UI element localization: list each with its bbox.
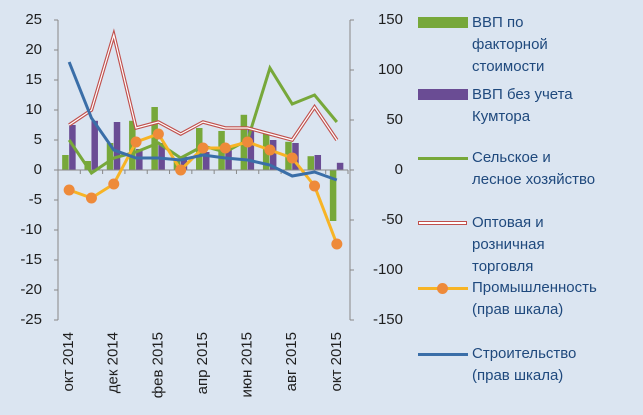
- bar: [329, 170, 337, 221]
- marker: [130, 136, 142, 148]
- marker: [242, 136, 254, 148]
- bar: [247, 129, 255, 170]
- bar: [62, 155, 69, 170]
- y2-tick-label: -150: [373, 311, 403, 328]
- line: [67, 61, 338, 182]
- y2-tick-label: 0: [395, 161, 403, 178]
- legend-swatch: [418, 283, 468, 294]
- legend-entry: ВВП без учета Кумтора: [418, 84, 643, 128]
- bar: [314, 155, 322, 170]
- marker: [108, 178, 120, 190]
- y2-tick-label: -100: [373, 261, 403, 278]
- marker: [286, 152, 298, 164]
- marker: [85, 192, 97, 204]
- x-tick-label: авг 2015: [283, 332, 300, 391]
- legend-swatch: [418, 89, 468, 100]
- y-tick-label: 10: [25, 101, 42, 118]
- bar: [113, 122, 121, 170]
- legend-entry: Строительство (прав шкала): [418, 343, 643, 387]
- marker: [331, 238, 343, 250]
- legend-entry: Промышленность (прав шкала): [418, 277, 643, 321]
- marker: [152, 128, 164, 140]
- y-tick-label: -5: [29, 191, 42, 208]
- y-tick-label: 5: [34, 131, 42, 148]
- x-tick-label: фев 2015: [149, 332, 166, 398]
- bar: [180, 156, 188, 170]
- legend-swatch: [418, 157, 468, 160]
- x-tick-label: окт 2015: [328, 332, 345, 391]
- bar: [106, 143, 114, 170]
- y2-tick-label: 50: [386, 111, 403, 128]
- y-tick-label: 20: [25, 41, 42, 58]
- y-tick-label: 25: [25, 11, 42, 28]
- y-tick-label: -10: [20, 221, 42, 238]
- legend-label: ВВП без учета Кумтора: [472, 86, 573, 125]
- marker: [264, 144, 276, 156]
- y2-tick-label: 100: [378, 61, 403, 78]
- legend-label: Промышленность (прав шкала): [472, 279, 597, 318]
- legend-entry: ВВП по факторной стоимости: [418, 12, 643, 78]
- bar: [69, 125, 76, 170]
- y-tick-label: 15: [25, 71, 42, 88]
- y2-tick-label: 150: [378, 11, 403, 28]
- legend-swatch: [418, 17, 468, 28]
- legend-swatch: [418, 221, 467, 225]
- bar: [151, 107, 158, 170]
- y2-tick-label: -50: [381, 211, 403, 228]
- legend-marker: [437, 283, 448, 294]
- marker: [175, 164, 187, 176]
- legend-swatch: [418, 353, 468, 356]
- bar: [203, 152, 210, 170]
- x-tick-label: июн 2015: [239, 332, 256, 397]
- bar: [269, 140, 277, 170]
- legend-label: Сельское и лесное хозяйство: [472, 149, 596, 188]
- x-tick-label: окт 2014: [60, 332, 77, 391]
- x-tick-label: дек 2014: [105, 332, 122, 393]
- legend-label: ВВП по факторной стоимости: [472, 14, 548, 75]
- x-tick-label: апр 2015: [194, 332, 211, 394]
- legend-label: Оптовая и розничная торговля: [472, 214, 545, 275]
- y-tick-label: 0: [34, 161, 42, 178]
- bar: [158, 143, 165, 170]
- bar: [91, 120, 98, 170]
- marker: [197, 142, 209, 154]
- legend-entry: Сельское и лесное хозяйство: [418, 147, 643, 191]
- legend-entry: Оптовая и розничная торговля: [418, 212, 643, 278]
- y-tick-label: -20: [20, 281, 42, 298]
- marker: [309, 180, 321, 192]
- line-inner: [68, 32, 338, 141]
- y-tick-label: -25: [20, 311, 42, 328]
- marker: [63, 184, 75, 196]
- y-tick-label: -15: [20, 251, 42, 268]
- bar: [336, 162, 344, 170]
- bar: [307, 156, 315, 170]
- marker: [219, 142, 231, 154]
- legend-label: Строительство (прав шкала): [472, 345, 577, 384]
